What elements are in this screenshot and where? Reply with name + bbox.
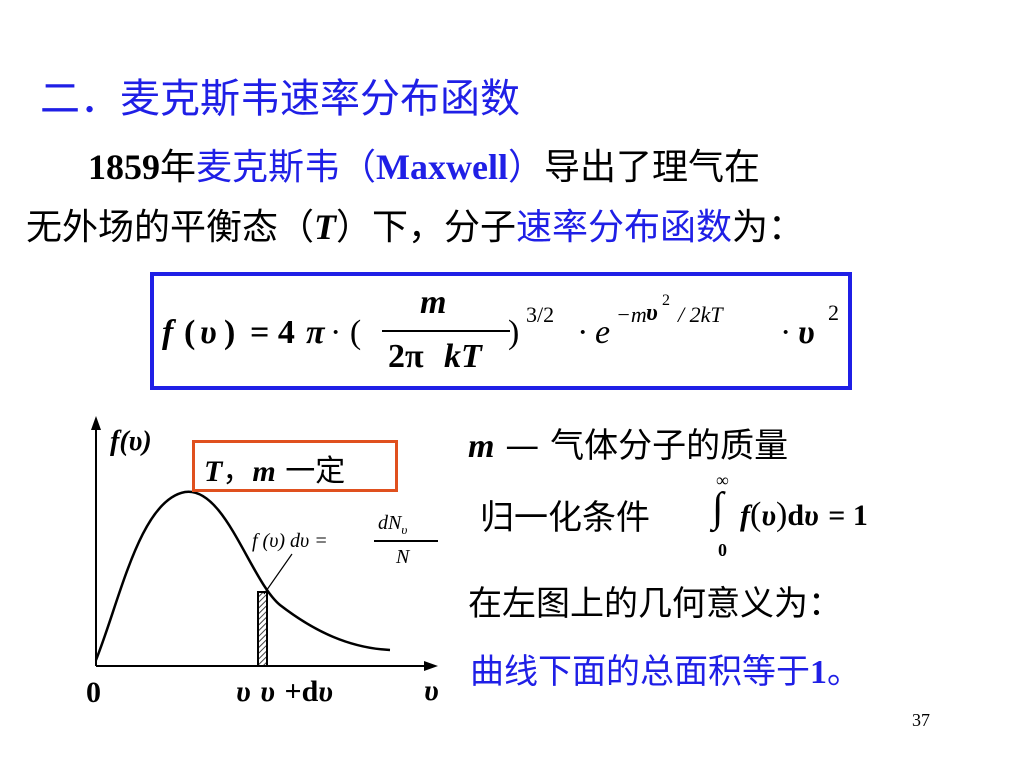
integral-lower: 0 (718, 540, 727, 560)
intro-rest: 导出了理气在 (544, 147, 761, 188)
maxwell-cn: 麦克斯韦 (196, 147, 341, 188)
formula-pi: π (306, 314, 325, 351)
condition-text: T，m 一定 (204, 454, 346, 489)
formula-close: ) (224, 314, 236, 351)
intro-line-1: 1859年麦克斯韦（Maxwell）导出了理气在 (88, 138, 760, 190)
x-axis-label: υ (424, 674, 439, 707)
strip-area (257, 591, 268, 667)
condition-box (192, 440, 398, 492)
section-heading: 二．麦克斯韦速率分布函数 (40, 76, 520, 122)
distribution-term: 速率分布函数 (516, 207, 733, 248)
year: 1859 (88, 147, 160, 187)
paren-close: ） (508, 147, 545, 188)
x-interval-label: υ υ +dυ (236, 675, 333, 708)
y-axis-label: f(υ) (110, 426, 152, 457)
formula-v-final: υ (798, 314, 815, 351)
line2-end: 为： (732, 207, 805, 248)
y-axis-arrow (91, 416, 101, 430)
formula-exp-sq: 2 (662, 292, 670, 309)
intro-line-2: 无外场的平衡态（T）下，分子速率分布函数为： (26, 198, 804, 250)
strip-numerator: dNυ (378, 512, 408, 537)
formula-open: ( (184, 314, 196, 351)
maxwell-curve (94, 490, 391, 661)
formula-sq: 2 (828, 300, 839, 325)
geometric-meaning: 在左图上的几何意义为： (468, 584, 842, 624)
normalization-label: 归一化条件 (480, 498, 650, 538)
integral-sign: ∫ (712, 485, 724, 531)
year-suffix: 年 (160, 147, 197, 188)
formula-equals: = 4 (250, 314, 295, 351)
formula-f: f (162, 314, 174, 351)
paren-open: （ (340, 147, 377, 188)
integral-upper: ∞ (716, 470, 729, 490)
formula-v: υ (200, 314, 217, 351)
strip-denominator: N (396, 546, 410, 568)
pointer-line (263, 553, 293, 595)
formula-numerator: m (420, 284, 447, 321)
formula-exp-e: · e (578, 314, 611, 351)
integral-expression: f(υ)dυ = 1 (740, 496, 868, 533)
formula-den-2pi: 2π (388, 338, 424, 375)
maxwell-en: Maxwell (376, 147, 509, 187)
temperature-symbol: T (314, 207, 337, 247)
formula-power: 3/2 (526, 302, 555, 327)
line2-mid: ）下，分子 (336, 207, 517, 248)
formula-dot-paren: · ( (330, 314, 362, 351)
conclusion: 曲线下面的总面积等于1。 (470, 652, 861, 692)
distribution-curve-plot (91, 416, 438, 671)
mass-note: m — 气体分子的质量 (468, 426, 789, 466)
formula-den-kT: kT (444, 338, 482, 375)
formula-close-paren: ) (508, 314, 520, 351)
page-number: 37 (912, 710, 930, 730)
formula-exp-prefix: −m (616, 302, 647, 327)
formula-exp-rest: / 2kT (678, 302, 723, 327)
origin-label: 0 (86, 676, 101, 709)
formula-box: f ( υ ) = 4 π · ( m 2π kT ) 3/2 · e −m υ… (150, 272, 852, 390)
strip-equation-lhs: f (υ) dυ = (252, 530, 328, 552)
strip-fraction-bar (374, 540, 438, 542)
formula-dot: · (780, 314, 792, 351)
fraction-bar (382, 330, 510, 332)
formula-exp-v: υ (646, 300, 658, 326)
line2-start: 无外场的平衡态（ (26, 207, 315, 248)
x-axis-arrow (424, 661, 438, 671)
